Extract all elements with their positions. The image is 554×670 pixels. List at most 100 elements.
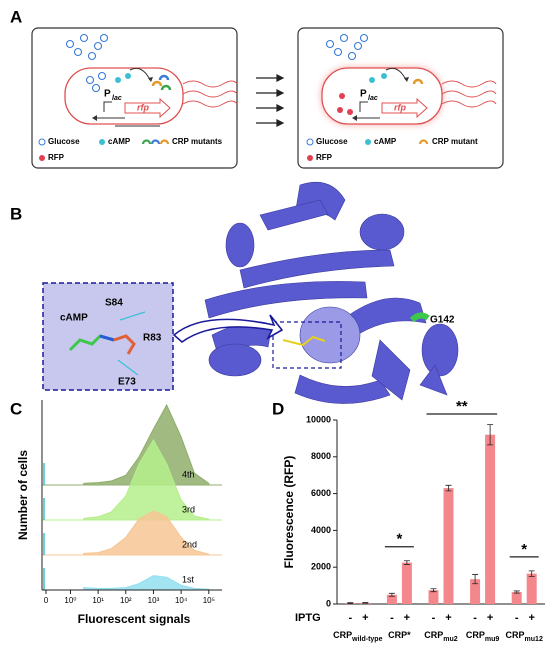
x-row-title: IPTG [295, 612, 321, 624]
series-label: 3rd [182, 504, 195, 514]
ligand-label: cAMP [60, 313, 88, 324]
promoter-label: P [360, 89, 367, 100]
error-bar [487, 424, 494, 446]
residue-label: S84 [105, 298, 123, 309]
group-name: CRP* [388, 630, 411, 640]
y-tick-label: 2000 [311, 562, 331, 572]
histogram-area [83, 403, 210, 486]
panel-label: D [272, 399, 284, 418]
series-label: 4th [182, 469, 195, 479]
series-label: 1st [182, 574, 195, 584]
x-axis-title: Fluorescent signals [78, 612, 191, 626]
legend-label: Glucose [316, 137, 348, 146]
group-label: CRPmu2 [424, 630, 458, 642]
x-tick-label: 10⁴ [175, 596, 188, 605]
x-row-label: + [362, 612, 368, 624]
y-tick-label: 8000 [311, 451, 331, 461]
gene-label: rfp [137, 102, 149, 112]
group-name: CRP [333, 630, 352, 640]
cell-diagram-right: P lac rfp Glucose cAMP CRP mutant RFP [297, 27, 504, 169]
bar [443, 488, 454, 604]
legend-label: CRP mutant [432, 137, 478, 146]
x-row-label: + [528, 612, 534, 624]
error-bar [445, 484, 452, 492]
legend-label: cAMP [374, 137, 397, 146]
x-row-label: - [348, 612, 352, 624]
legend-label: cAMP [108, 137, 131, 146]
x-row-label: + [445, 612, 451, 624]
series-label: 2nd [182, 539, 197, 549]
cell-diagram-left: P lac rfp Glucose cAMP CRP mutants RFP [31, 27, 238, 169]
error-bar [472, 574, 479, 585]
error-bar [528, 570, 535, 577]
zoom-box [272, 321, 342, 369]
error-bar [347, 602, 354, 604]
x-row-label: + [487, 612, 493, 624]
group-name: CRP [424, 630, 443, 640]
residue-label: E73 [118, 377, 136, 388]
y-tick-label: 4000 [311, 525, 331, 535]
bar [511, 592, 522, 604]
panel-label: B [10, 204, 22, 223]
x-tick-label: 10³ [148, 596, 160, 605]
error-bar [403, 560, 410, 565]
promoter-sub: lac [112, 95, 122, 102]
x-tick-label: 10¹ [92, 596, 104, 605]
mutation-label: G142 [430, 315, 455, 326]
group-label: CRPmu12 [506, 630, 543, 642]
bar [470, 579, 481, 604]
histogram-area [83, 438, 210, 521]
mutation-site [409, 312, 430, 323]
error-bar [513, 590, 520, 594]
ligand-sticks [68, 311, 146, 376]
error-bar [388, 592, 395, 597]
error-bar [362, 602, 369, 604]
legend-label: CRP mutants [172, 137, 223, 146]
ligand [282, 335, 326, 347]
histogram-area [83, 510, 210, 556]
gene-label: rfp [394, 102, 406, 112]
bar [386, 594, 397, 604]
x-row-label: + [404, 612, 410, 624]
x-tick-label: 10² [120, 596, 132, 605]
x-tick-label: 10⁵ [203, 596, 215, 605]
y-tick-label: 0 [326, 598, 331, 608]
group-sub: mu12 [525, 636, 543, 643]
protein-structure [204, 181, 459, 404]
group-name: CRP [466, 630, 485, 640]
significance-label: * [396, 531, 402, 548]
legend-label: Glucose [48, 137, 80, 146]
panel-label: A [10, 7, 22, 26]
x-row-label: - [473, 612, 477, 624]
group-name: CRP [506, 630, 525, 640]
group-sub: mu9 [485, 636, 500, 643]
group-label: CRPmu9 [466, 630, 500, 642]
promoter-label: P [104, 89, 111, 100]
bar [401, 562, 412, 604]
group-sub: wild-type [351, 636, 382, 643]
y-tick-label: 10000 [306, 414, 331, 424]
y-axis-title: Number of cells [16, 450, 30, 540]
panel-label: C [10, 399, 22, 418]
bar [428, 590, 439, 604]
arrows [256, 74, 285, 127]
y-tick-label: 6000 [311, 488, 331, 498]
bar [485, 434, 496, 604]
group-label: CRP* [388, 630, 411, 640]
bar [526, 573, 537, 604]
zoom-arrow [172, 314, 284, 344]
x-row-label: - [432, 612, 436, 624]
legend-label: RFP [316, 153, 333, 162]
legend-label: RFP [48, 153, 65, 162]
promoter-sub: lac [368, 95, 378, 102]
inset-box [42, 282, 174, 391]
x-row-label: - [515, 612, 519, 624]
x-tick-label: 10⁰ [64, 596, 76, 605]
y-axis-title: Fluorescence (RFP) [282, 456, 296, 569]
residue-label: R83 [143, 333, 162, 344]
histogram-area [83, 575, 210, 591]
group-sub: mu2 [443, 636, 458, 643]
error-bar [430, 588, 437, 593]
group-label: CRPwild-type [333, 630, 382, 642]
